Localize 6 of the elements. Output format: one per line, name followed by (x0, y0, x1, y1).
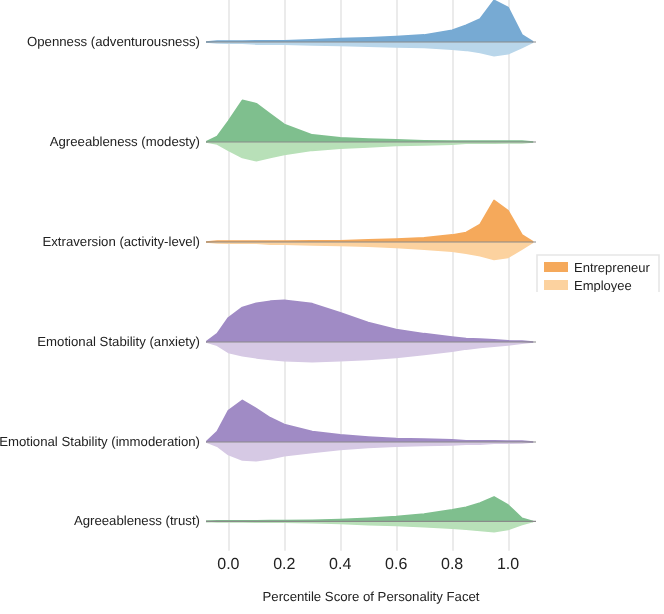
x-tick-label: 0.6 (385, 554, 409, 573)
x-tick-label: 0.4 (329, 554, 353, 573)
x-tick-label: 0.2 (273, 554, 297, 573)
x-tick-label: 1.0 (496, 554, 521, 573)
x-tick-label: 0.0 (217, 554, 241, 573)
x-tick-label: 0.8 (440, 554, 465, 573)
